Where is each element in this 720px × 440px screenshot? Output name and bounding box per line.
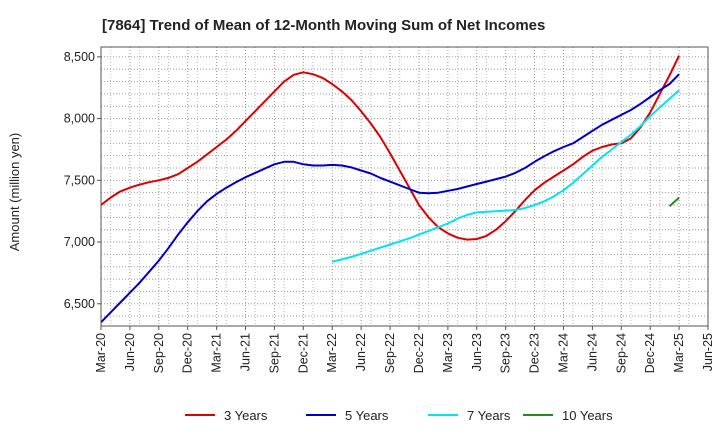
y-axis-label: Amount (million yen)	[7, 133, 22, 252]
x-tick-label: Jun-24	[585, 333, 599, 371]
series-line-5-years	[100, 73, 680, 323]
x-tick-label: Jun-25	[701, 333, 715, 371]
x-tick-label: Jun-21	[239, 333, 253, 371]
series-line-10-years	[668, 196, 680, 208]
series-lines	[100, 55, 680, 323]
y-tick-label: 8,000	[64, 112, 95, 126]
x-tick-label: Mar-20	[94, 333, 108, 373]
x-tick-label: Jun-22	[354, 333, 368, 371]
y-tick-label: 7,000	[64, 235, 95, 249]
plot-frame	[100, 46, 709, 327]
x-tick-label: Dec-22	[412, 333, 426, 373]
y-tick-label: 6,500	[64, 297, 95, 311]
x-tick-label: Dec-20	[181, 333, 195, 373]
chart-title: [7864] Trend of Mean of 12-Month Moving …	[102, 17, 545, 34]
x-tick-labels: Mar-20 Jun-20 Sep-20 Dec-20 Mar-21 Jun-21 Sep-…	[94, 326, 715, 373]
legend-label: 3 Years	[224, 408, 268, 423]
x-tick-label: Dec-21	[296, 333, 310, 373]
series-line-7-years	[331, 89, 680, 263]
legend: 3 Years 5 Years 7 Years 10 Years	[185, 408, 613, 423]
x-tick-label: Sep-20	[152, 333, 166, 373]
x-tick-label: Sep-21	[267, 333, 281, 373]
x-tick-label: Mar-21	[210, 333, 224, 373]
x-tick-label: Mar-23	[441, 333, 455, 373]
y-tick-label: 8,500	[64, 50, 95, 64]
x-tick-label: Mar-25	[672, 333, 686, 373]
x-tick-label: Sep-24	[614, 333, 628, 373]
legend-label: 7 Years	[467, 408, 511, 423]
x-tick-label: Mar-22	[325, 333, 339, 373]
x-tick-label: Jun-23	[470, 333, 484, 371]
grid	[100, 47, 709, 326]
legend-label: 5 Years	[345, 408, 389, 423]
x-tick-label: Mar-24	[556, 333, 570, 373]
x-tick-label: Sep-22	[383, 333, 397, 373]
legend-label: 10 Years	[562, 408, 613, 423]
x-tick-label: Jun-20	[123, 333, 137, 371]
series-line-3-years	[100, 55, 680, 241]
x-tick-label: Dec-23	[528, 333, 542, 373]
y-tick-labels: 6,500 7,000 7,500 8,000 8,500	[64, 50, 101, 311]
x-tick-label: Dec-24	[643, 333, 657, 373]
x-tick-label: Sep-23	[499, 333, 513, 373]
y-tick-label: 7,500	[64, 173, 95, 187]
